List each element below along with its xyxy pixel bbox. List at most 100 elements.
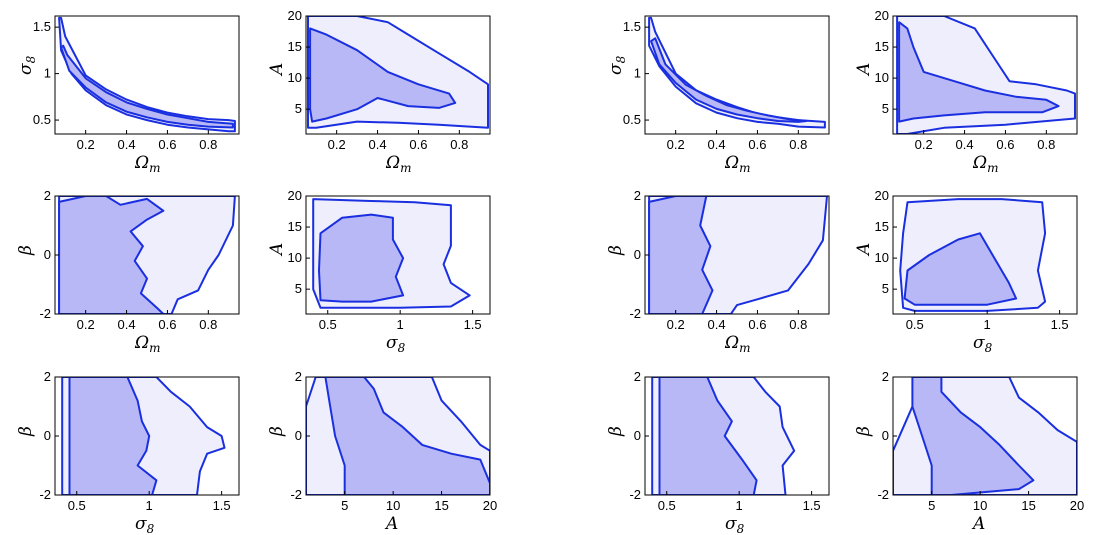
contour-panel-left-Om-s8: 0.2 0.4 0.6 0.8 0.5 1 1.5 Ωm σ8	[16, 15, 240, 175]
x-axis-label-subscript: m	[739, 341, 750, 355]
x-tick-label: 0.2	[915, 137, 933, 152]
x-axis-label-main: Ω	[972, 153, 987, 173]
x-tick-label: 0.8	[199, 137, 217, 152]
y-tick-label: 0	[634, 247, 641, 262]
x-tick-label: 0.2	[328, 137, 346, 152]
contour-panel-left-s8-b: 0.5 1 1.5 -2 0 2 σ8 β	[16, 369, 240, 535]
y-axis-label-main: β	[606, 245, 626, 256]
x-axis-label-main: Ω	[134, 333, 149, 353]
y-tick-label: 15	[288, 219, 302, 234]
y-tick-label: 1.5	[33, 19, 51, 34]
x-axis-label: σ8	[386, 333, 406, 355]
y-tick-label: 5	[882, 281, 889, 296]
x-axis-label-subscript: m	[149, 341, 160, 355]
inner-confidence-region	[648, 196, 714, 314]
x-axis-label: σ8	[973, 333, 993, 355]
x-tick-label: 1.5	[1051, 317, 1069, 332]
contour-panel-left-A-b: 5 10 15 20 -2 0 2 Aβ	[267, 369, 497, 534]
x-tick-label: 1	[984, 317, 991, 332]
panel-frame	[54, 15, 240, 135]
x-tick-label: 20	[483, 498, 497, 513]
x-tick-label: 10	[973, 498, 987, 513]
x-axis-label-main: σ	[725, 514, 737, 534]
x-axis-label-main: σ	[973, 333, 985, 353]
x-axis-label-main: A	[384, 514, 398, 534]
contour-panel-right-s8-b: 0.5 1 1.5 -2 0 2 σ8 β	[606, 369, 830, 535]
panel-frame	[892, 195, 1078, 315]
x-axis-label-subscript: 8	[398, 341, 406, 355]
y-tick-label: 5	[882, 101, 889, 116]
x-axis-label: Ωm	[134, 333, 161, 355]
y-tick-label: 20	[875, 8, 889, 23]
x-tick-label: 0.8	[789, 317, 807, 332]
y-axis-label-main: β	[854, 426, 874, 437]
x-axis-label: σ8	[135, 514, 155, 535]
contour-panel-right-Om-s8: 0.2 0.4 0.6 0.8 0.5 1 1.5 Ωm σ8	[606, 15, 830, 175]
y-tick-label: 10	[288, 250, 302, 265]
contour-regions	[648, 16, 826, 129]
y-axis-label-main: β	[267, 426, 287, 437]
inner-confidence-region	[309, 27, 457, 123]
x-tick-label: 0.5	[658, 498, 676, 513]
y-axis-label: β	[16, 426, 36, 437]
x-tick-label: 0.6	[748, 317, 766, 332]
y-axis-label-main: σ	[16, 63, 36, 75]
x-tick-label: 15	[1021, 498, 1035, 513]
x-axis-label: σ8	[725, 514, 745, 535]
y-axis-label: A	[854, 63, 874, 77]
y-axis-label-subscript: 8	[614, 55, 628, 63]
x-tick-label: 1.5	[464, 317, 482, 332]
y-tick-label: 0	[44, 247, 51, 262]
y-tick-label: 10	[288, 70, 302, 85]
y-tick-label: 10	[875, 70, 889, 85]
x-tick-label: 0.4	[118, 137, 136, 152]
contour-regions	[307, 16, 489, 129]
y-axis-label-subscript: 8	[24, 55, 38, 63]
contour-panel-right-A-b: 5 10 15 20 -2 0 2 Aβ	[854, 369, 1084, 534]
y-tick-label: 0	[634, 428, 641, 443]
x-tick-label: 15	[434, 498, 448, 513]
contour-panel-left-s8-A: 0.5 1 1.5 5 10 15 20 σ8 A	[267, 188, 491, 355]
x-tick-label: 20	[1070, 498, 1084, 513]
x-tick-label: 1.5	[803, 498, 821, 513]
contour-panel-left-Om-b: 0.2 0.4 0.6 0.8 -2 0 2 Ωm β	[16, 188, 240, 355]
x-tick-label: 10	[386, 498, 400, 513]
panel-frame	[305, 195, 491, 315]
x-axis-label-subscript: m	[987, 161, 998, 175]
x-axis-label-subscript: 8	[737, 522, 745, 535]
contour-regions	[651, 377, 796, 495]
inner-confidence-region	[318, 213, 405, 303]
contour-regions	[648, 196, 828, 314]
contour-panel-left-Om-A: 0.2 0.4 0.6 0.8 5 10 15 20 Ωm A	[267, 8, 491, 175]
x-tick-label: 0.6	[996, 137, 1014, 152]
y-axis-label: A	[854, 243, 874, 257]
x-axis-label-main: A	[971, 514, 985, 534]
y-axis-label-main: A	[267, 63, 287, 77]
x-axis-label-main: σ	[386, 333, 398, 353]
x-tick-label: 0.6	[158, 317, 176, 332]
y-tick-label: 0	[295, 428, 302, 443]
y-axis-label-main: A	[854, 243, 874, 257]
y-tick-label: 15	[875, 219, 889, 234]
x-tick-label: 5	[341, 498, 348, 513]
y-tick-label: -2	[629, 487, 641, 502]
x-tick-label: 0.2	[77, 317, 95, 332]
x-tick-label: 0.5	[906, 317, 924, 332]
y-tick-label: 1	[44, 66, 51, 81]
y-tick-label: 0.5	[33, 112, 51, 127]
y-tick-label: 20	[288, 8, 302, 23]
x-axis-label-subscript: m	[149, 161, 160, 175]
x-tick-label: 0.8	[199, 317, 217, 332]
x-axis-label-subscript: m	[739, 161, 750, 175]
x-tick-label: 0.4	[369, 137, 387, 152]
x-tick-label: 0.2	[667, 137, 685, 152]
x-tick-label: 0.8	[789, 137, 807, 152]
contour-panel-right-Om-b: 0.2 0.4 0.6 0.8 -2 0 2 Ωm β	[606, 188, 830, 355]
y-tick-label: 1.5	[623, 19, 641, 34]
x-axis-label-main: Ω	[385, 153, 400, 173]
y-tick-label: 15	[875, 39, 889, 54]
x-tick-label: 0.6	[748, 137, 766, 152]
y-axis-label: β	[267, 426, 287, 437]
inner-confidence-region	[911, 377, 1035, 495]
x-axis-label-subscript: 8	[147, 522, 155, 535]
